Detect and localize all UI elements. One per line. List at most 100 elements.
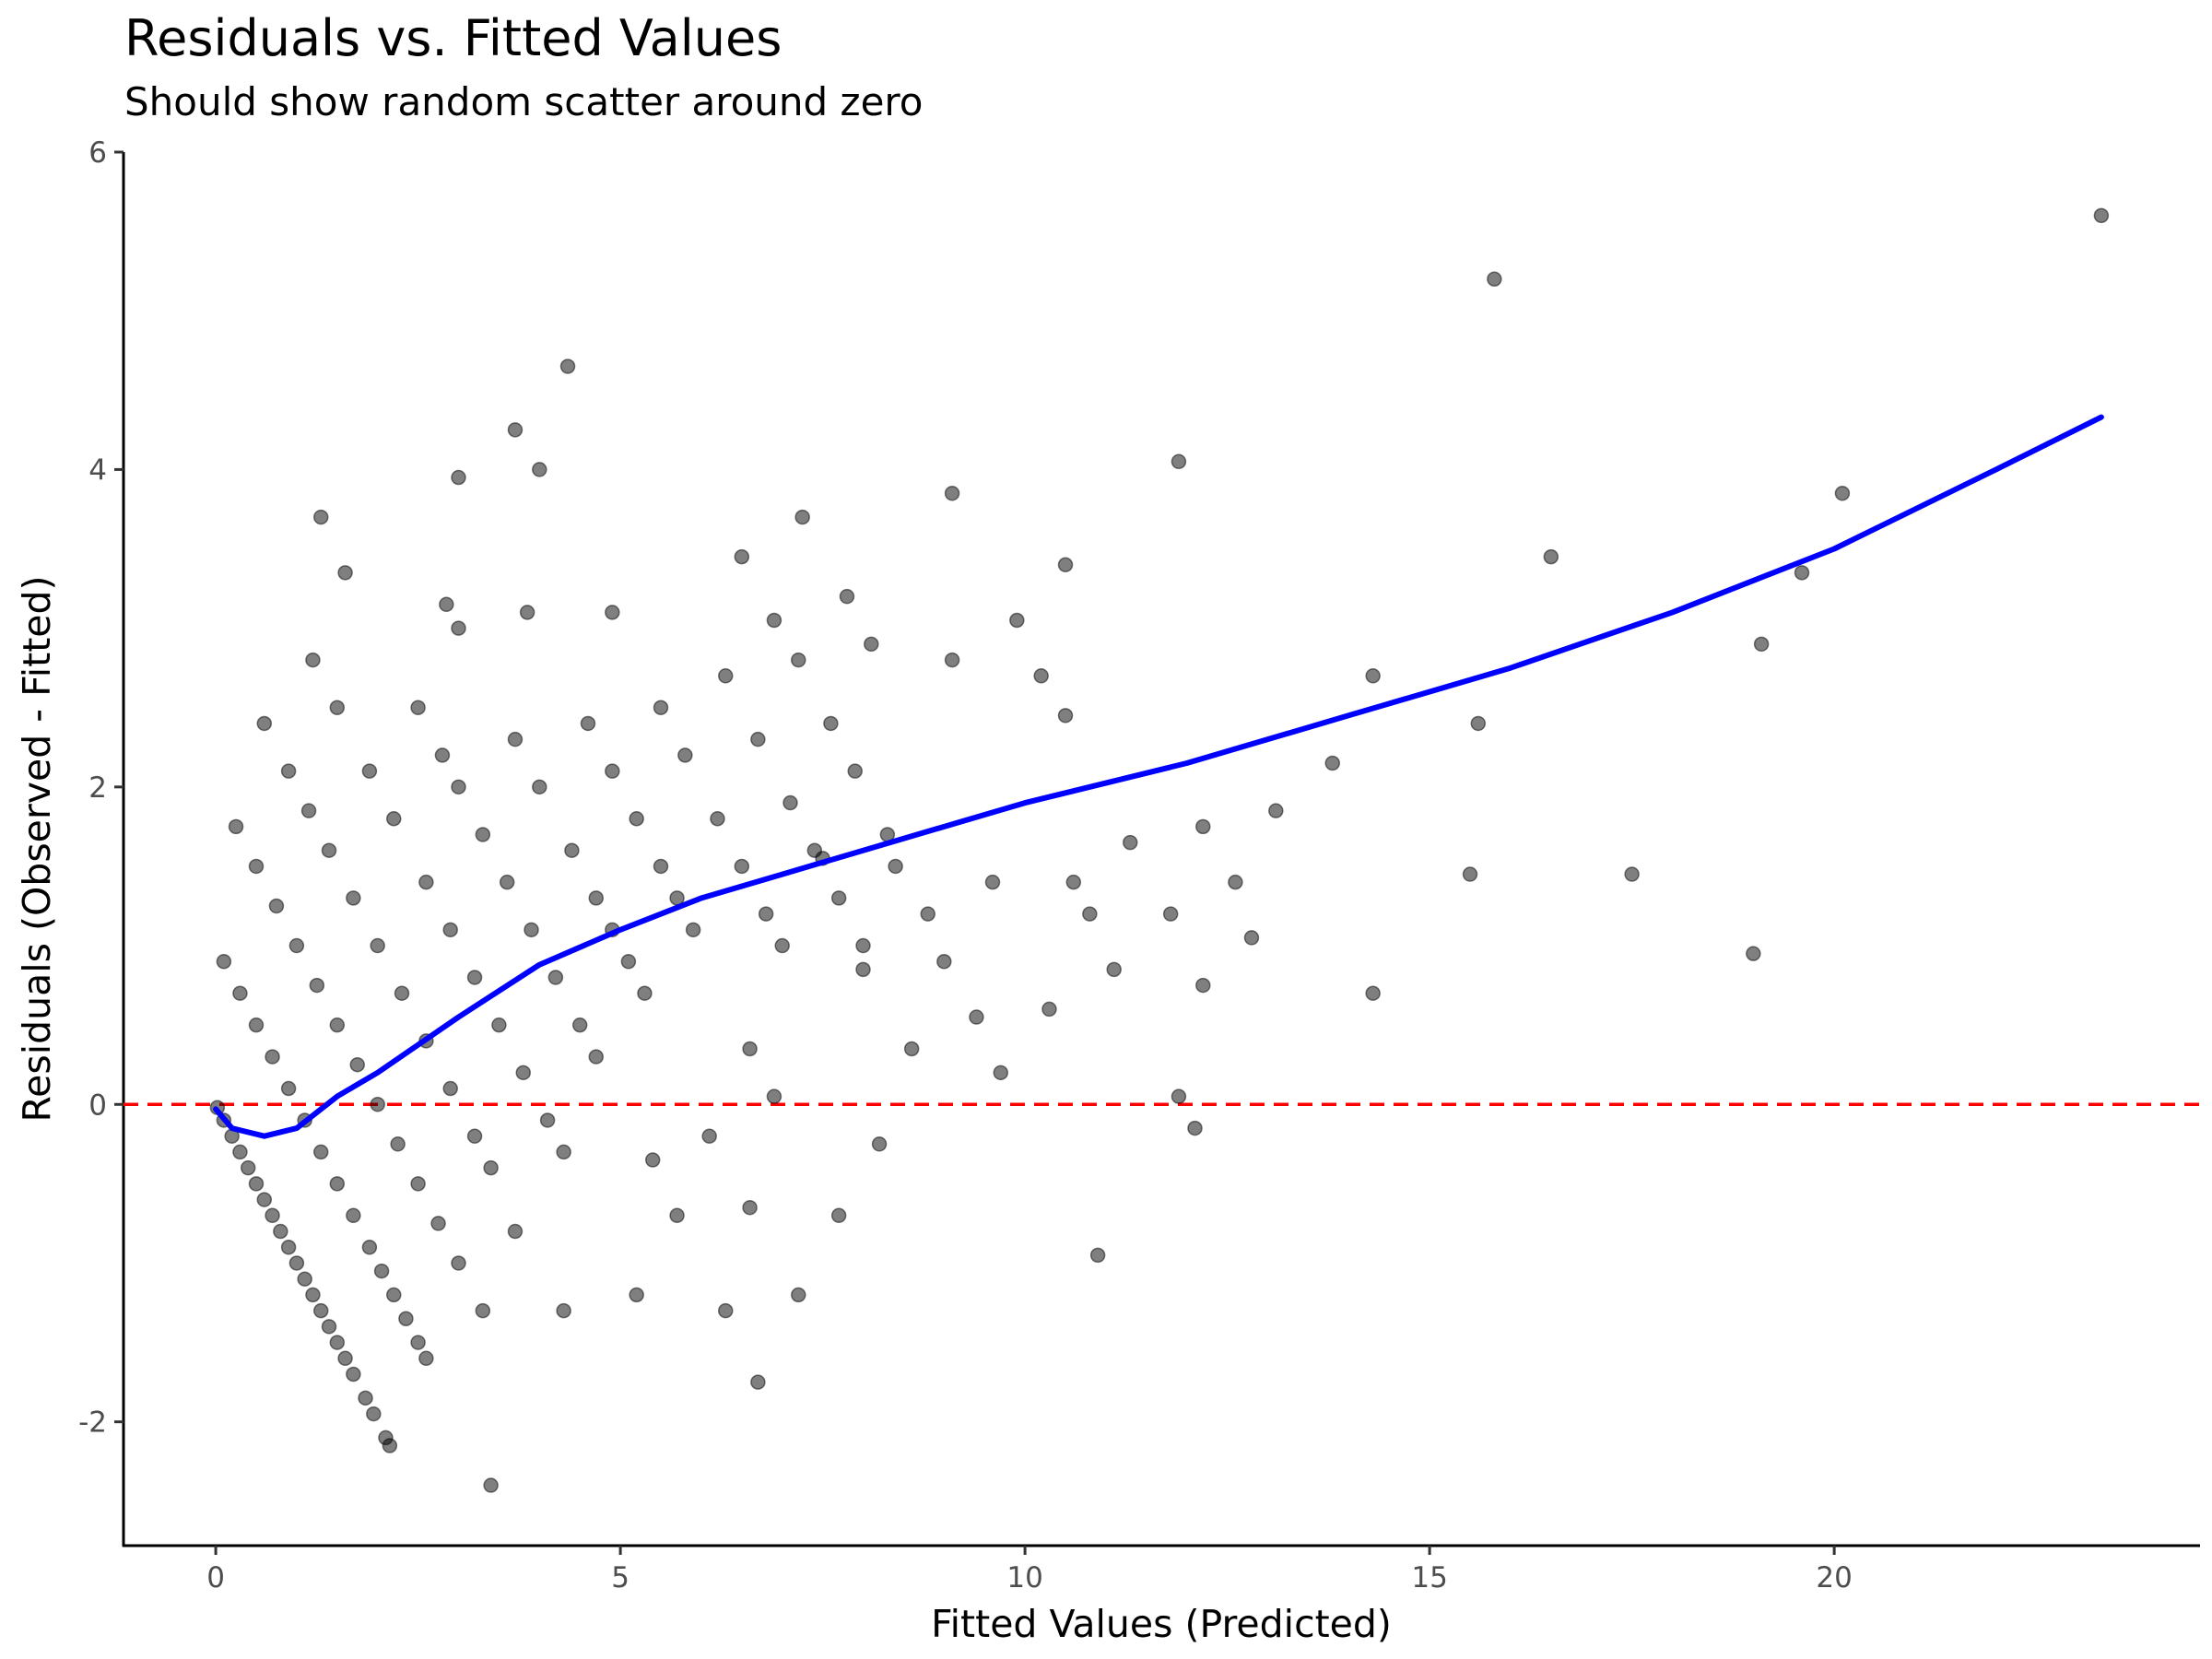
scatter-point bbox=[774, 937, 790, 954]
scatter-point bbox=[410, 1176, 426, 1192]
scatter-point bbox=[483, 1159, 499, 1176]
scatter-point bbox=[321, 842, 337, 858]
scatter-point bbox=[588, 1049, 605, 1065]
scatter-point bbox=[920, 906, 936, 922]
scatter-point bbox=[855, 961, 871, 978]
y-tick-label: 4 bbox=[88, 453, 107, 487]
scatter-point bbox=[398, 1311, 414, 1326]
scatter-point bbox=[386, 811, 402, 827]
scatter-point bbox=[944, 652, 960, 668]
x-tick-label: 20 bbox=[1816, 1561, 1852, 1594]
scatter-point bbox=[1033, 668, 1049, 684]
scatter-point bbox=[216, 954, 232, 970]
scatter-point bbox=[337, 565, 353, 581]
scatter-point bbox=[1753, 636, 1770, 653]
scatter-point bbox=[653, 858, 669, 875]
scatter-point bbox=[507, 422, 524, 438]
scatter-point bbox=[1089, 1247, 1106, 1264]
scatter-point bbox=[321, 1319, 337, 1335]
scatter-point bbox=[742, 1041, 758, 1057]
scatter-point bbox=[451, 469, 466, 486]
x-tick-label: 5 bbox=[611, 1561, 629, 1594]
scatter-point bbox=[1543, 548, 1559, 565]
scatter-point bbox=[1470, 715, 1487, 732]
scatter-point bbox=[734, 548, 750, 565]
scatter-point bbox=[309, 977, 325, 994]
scatter-point bbox=[228, 818, 244, 835]
scatter-point bbox=[766, 1088, 782, 1104]
scatter-point bbox=[717, 668, 734, 684]
smooth-line bbox=[213, 414, 2104, 1139]
scatter-point bbox=[1123, 834, 1138, 851]
scatter-point bbox=[366, 1406, 382, 1422]
scatter-point bbox=[248, 1176, 265, 1192]
scatter-point bbox=[1365, 668, 1381, 684]
scatter-point bbox=[888, 858, 903, 875]
scatter-point bbox=[564, 842, 580, 858]
scatter-point bbox=[439, 596, 454, 613]
scatter-point bbox=[782, 794, 798, 811]
scatter-point bbox=[346, 890, 361, 906]
scatter-point bbox=[847, 763, 863, 779]
scatter-point bbox=[466, 1128, 483, 1144]
scatter-point bbox=[499, 874, 515, 890]
scatter-point bbox=[1009, 612, 1025, 629]
scatter-point bbox=[556, 1144, 571, 1160]
scatter-point bbox=[1487, 271, 1502, 288]
scatter-point bbox=[346, 1207, 361, 1224]
scatter-point bbox=[475, 1302, 491, 1319]
scatter-point bbox=[750, 731, 766, 747]
scatter-point bbox=[750, 1374, 766, 1390]
scatter-point bbox=[936, 954, 952, 970]
scatter-point bbox=[232, 1144, 248, 1160]
scatter-point bbox=[1106, 961, 1122, 978]
scatter-point bbox=[839, 588, 855, 605]
scatter-point bbox=[1228, 874, 1243, 890]
scatter-point bbox=[491, 1017, 507, 1033]
scatter-point bbox=[1462, 866, 1478, 882]
scatter-point bbox=[346, 1366, 361, 1382]
scatter-point bbox=[329, 1335, 346, 1350]
scatter-point bbox=[1041, 1001, 1057, 1018]
scatter-point bbox=[669, 1207, 685, 1224]
chart-subtitle: Should show random scatter around zero bbox=[124, 79, 923, 124]
scatter-point bbox=[1065, 874, 1082, 890]
scatter-point bbox=[466, 970, 483, 985]
scatter-point bbox=[1195, 977, 1211, 994]
scatter-point bbox=[1365, 985, 1381, 1001]
y-tick-label: 2 bbox=[88, 771, 107, 805]
scatter-point bbox=[855, 937, 871, 954]
scatter-point bbox=[653, 700, 669, 715]
y-axis-title: Residuals (Observed - Fitted) bbox=[15, 575, 59, 1122]
scatter-point bbox=[312, 1144, 329, 1160]
scatter-point bbox=[361, 763, 378, 779]
scatter-point bbox=[539, 1112, 556, 1128]
scatter-point bbox=[280, 1239, 297, 1255]
scatter-point bbox=[1243, 930, 1260, 946]
scatter-point bbox=[288, 937, 305, 954]
scatter-point bbox=[1624, 866, 1640, 882]
scatter-point bbox=[418, 874, 434, 890]
scatter-point bbox=[410, 1335, 426, 1350]
scatter-point bbox=[1057, 708, 1074, 724]
scatter-point bbox=[1746, 946, 1761, 961]
scatter-point bbox=[734, 858, 750, 875]
scatter-point bbox=[240, 1159, 256, 1176]
scatter-point bbox=[451, 779, 466, 795]
scatter-point bbox=[386, 1287, 402, 1303]
scatter-point bbox=[280, 763, 297, 779]
scatter-point bbox=[1195, 818, 1211, 835]
scatter-point bbox=[483, 1477, 499, 1493]
scatter-point bbox=[588, 890, 605, 906]
scatter-point bbox=[515, 1065, 531, 1081]
y-tick-label: 0 bbox=[88, 1088, 107, 1122]
scatter-point bbox=[434, 747, 451, 763]
y-tick-label: 6 bbox=[88, 136, 107, 170]
scatter-point bbox=[312, 1302, 329, 1319]
scatter-point bbox=[312, 509, 329, 525]
x-tick-label: 10 bbox=[1006, 1561, 1042, 1594]
scatter-point bbox=[701, 1128, 717, 1144]
scatter-point bbox=[248, 1017, 265, 1033]
scatter-point bbox=[361, 1239, 378, 1255]
